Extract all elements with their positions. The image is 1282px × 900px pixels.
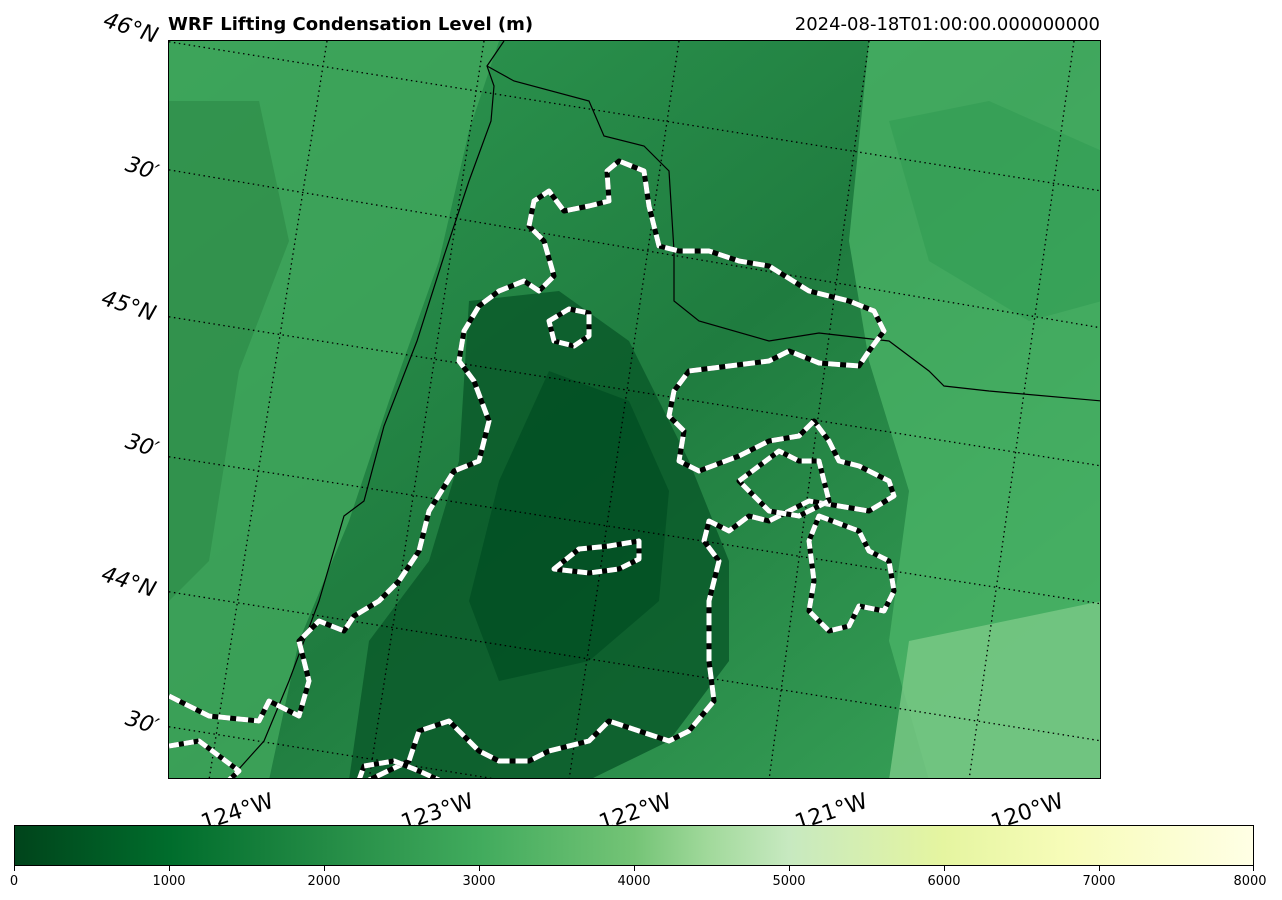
lat-label-45n: 45°N [98, 286, 159, 327]
colorbar-tick [789, 866, 790, 871]
contour-main-outline-dash [169, 158, 897, 778]
colorbar-tick [479, 866, 480, 871]
lat-label-45-30n: 30′ [122, 152, 162, 186]
contour-lobe-southeast-dash [806, 513, 897, 634]
lat-label-44n: 44°N [98, 562, 159, 603]
llc-field-northeast [889, 101, 1100, 321]
colorbar-label-4000: 4000 [617, 874, 651, 889]
lat-label-43-30n: 30′ [122, 706, 162, 740]
columbia-river-border [486, 65, 1100, 402]
contour-island-north-dash [546, 306, 592, 349]
contour-south-fragment-dash [357, 758, 441, 778]
colorbar-tick [1253, 866, 1254, 871]
llc-field-west-strip [169, 101, 289, 601]
parallel-45-30N [169, 169, 1100, 329]
contour-island-center-dash [551, 538, 642, 576]
colorbar-tick [944, 866, 945, 871]
borders [229, 41, 1100, 778]
colorbar-label-1000: 1000 [152, 874, 186, 889]
colorbar-tick [324, 866, 325, 871]
colorbar-label-7000: 7000 [1082, 874, 1116, 889]
colorbar [14, 825, 1254, 866]
contour-west-coast-loop-dash [169, 738, 242, 778]
map-timestamp: 2024-08-18T01:00:00.000000000 [794, 14, 1100, 35]
colorbar-label-3000: 3000 [462, 874, 496, 889]
map-panel [168, 40, 1101, 779]
colorbar-label-2000: 2000 [307, 874, 341, 889]
graticule [169, 41, 1100, 778]
coastline [229, 41, 505, 778]
lat-label-44-30n: 30′ [122, 429, 162, 463]
map-canvas [169, 41, 1100, 778]
parallel-44-30N [169, 456, 1100, 605]
llc-field-valley-core [469, 371, 669, 681]
colorbar-label-8000: 8000 [1233, 874, 1267, 889]
llc-contour [169, 158, 897, 778]
colorbar-tick [634, 866, 635, 871]
colorbar-tick [14, 866, 15, 871]
lat-label-46n: 46°N [100, 8, 161, 49]
contour-island-east-dash [736, 448, 832, 519]
colorbar-label-5000: 5000 [772, 874, 806, 889]
llc-field-southeast [889, 601, 1100, 778]
colorbar-label-6000: 6000 [927, 874, 961, 889]
meridian-121W [768, 41, 870, 778]
colorbar-tick [1099, 866, 1100, 871]
colorbar-label-0: 0 [9, 874, 19, 889]
colorbar-tick [169, 866, 170, 871]
map-title: WRF Lifting Condensation Level (m) [168, 14, 534, 35]
